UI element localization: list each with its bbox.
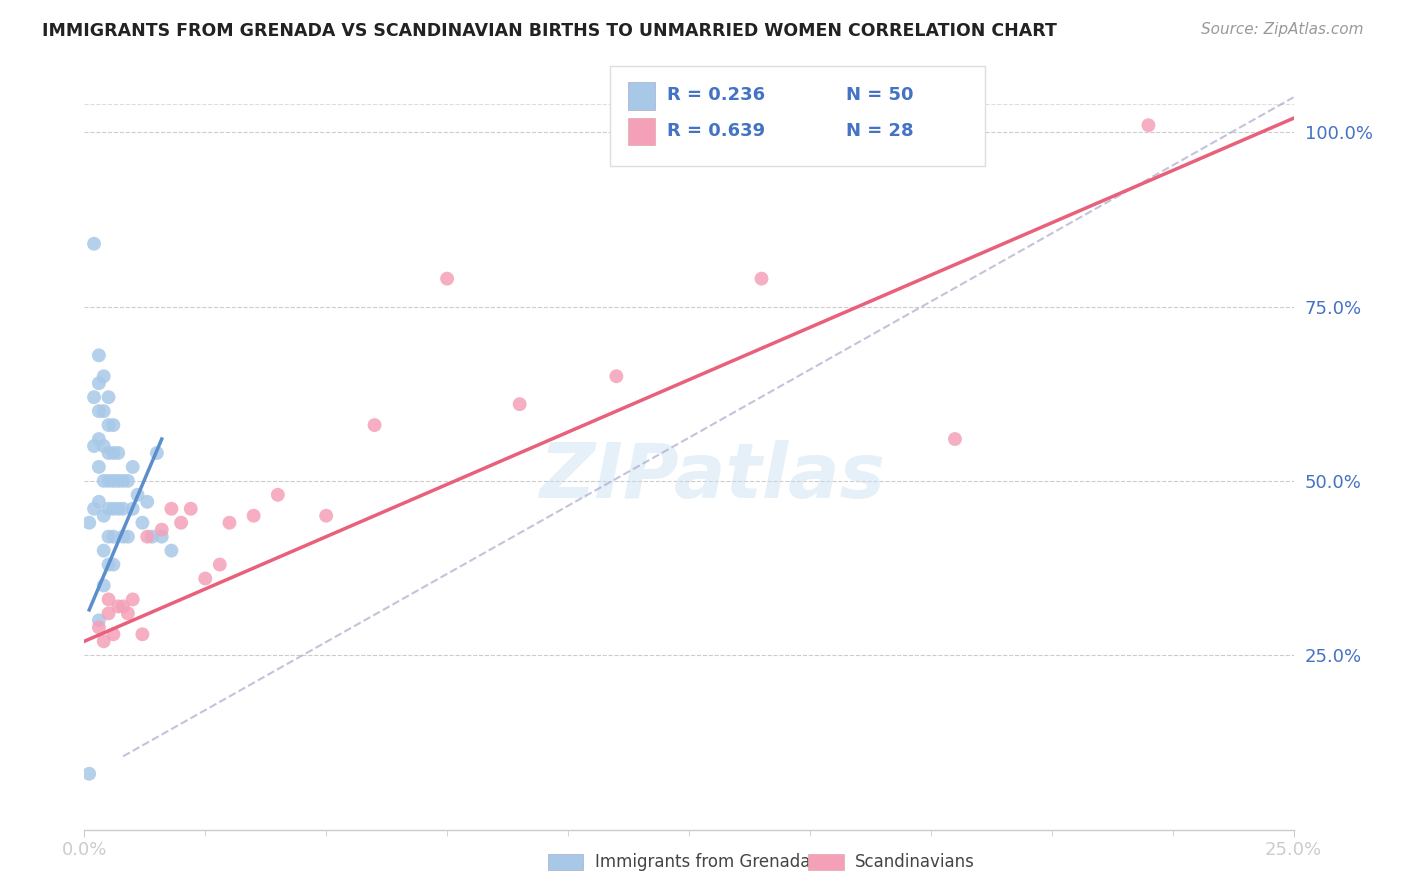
Point [267, 488, 290, 502]
Point [150, 523, 173, 537]
Point [103, 474, 125, 488]
Point [136, 495, 159, 509]
Point [436, 271, 458, 285]
FancyBboxPatch shape [628, 82, 655, 110]
Point [117, 530, 139, 544]
Point [194, 572, 217, 586]
Point [107, 599, 129, 614]
Point [97, 607, 120, 621]
Point [103, 501, 125, 516]
Point [97, 446, 120, 460]
Text: IMMIGRANTS FROM GRENADA VS SCANDINAVIAN BIRTHS TO UNMARRIED WOMEN CORRELATION CH: IMMIGRANTS FROM GRENADA VS SCANDINAVIAN … [42, 22, 1057, 40]
Point [218, 516, 240, 530]
Point [87, 620, 110, 634]
Point [150, 530, 173, 544]
Point [180, 501, 202, 516]
Point [87, 348, 110, 362]
Point [93, 634, 115, 648]
Point [83, 236, 105, 251]
Point [87, 495, 110, 509]
Text: R = 0.236: R = 0.236 [668, 87, 765, 104]
Point [77, 516, 100, 530]
Text: Source: ZipAtlas.com: Source: ZipAtlas.com [1201, 22, 1364, 37]
Point [97, 501, 120, 516]
Point [363, 418, 385, 433]
Point [103, 418, 125, 433]
Point [93, 369, 115, 384]
Point [83, 390, 105, 404]
Point [87, 376, 110, 391]
Point [131, 516, 153, 530]
Point [97, 530, 120, 544]
Point [83, 501, 105, 516]
Point [87, 432, 110, 446]
Point [93, 578, 115, 592]
Point [97, 474, 120, 488]
Point [112, 530, 135, 544]
Point [117, 607, 139, 621]
Point [93, 474, 115, 488]
Point [107, 474, 129, 488]
Point [1137, 118, 1160, 132]
Text: Immigrants from Grenada: Immigrants from Grenada [595, 853, 810, 871]
Point [160, 501, 183, 516]
Text: N = 50: N = 50 [846, 87, 914, 104]
Point [93, 439, 115, 453]
Point [87, 404, 110, 418]
Text: ZIPatlas: ZIPatlas [540, 440, 886, 514]
Point [103, 558, 125, 572]
Point [97, 592, 120, 607]
Point [87, 613, 110, 627]
Point [509, 397, 531, 411]
Point [77, 766, 100, 780]
Point [103, 627, 125, 641]
Point [751, 271, 773, 285]
Point [605, 369, 627, 384]
Point [107, 446, 129, 460]
Point [127, 488, 149, 502]
Point [242, 508, 264, 523]
Point [97, 390, 120, 404]
Point [93, 404, 115, 418]
Point [208, 558, 231, 572]
Point [121, 592, 143, 607]
Point [121, 459, 143, 474]
Point [170, 516, 193, 530]
Point [87, 459, 110, 474]
Point [103, 446, 125, 460]
Point [160, 543, 183, 558]
Text: R = 0.639: R = 0.639 [668, 122, 765, 140]
Point [112, 474, 135, 488]
FancyBboxPatch shape [610, 66, 986, 166]
Point [315, 508, 337, 523]
Point [121, 501, 143, 516]
Point [93, 543, 115, 558]
Point [943, 432, 966, 446]
Text: Scandinavians: Scandinavians [855, 853, 974, 871]
Point [112, 501, 135, 516]
Point [93, 508, 115, 523]
Point [107, 501, 129, 516]
Point [146, 446, 169, 460]
Point [141, 530, 163, 544]
Point [97, 558, 120, 572]
Point [131, 627, 153, 641]
FancyBboxPatch shape [628, 118, 655, 145]
Point [83, 439, 105, 453]
Point [117, 474, 139, 488]
Text: N = 28: N = 28 [846, 122, 914, 140]
Point [112, 599, 135, 614]
Point [136, 530, 159, 544]
Point [97, 418, 120, 433]
Point [103, 530, 125, 544]
